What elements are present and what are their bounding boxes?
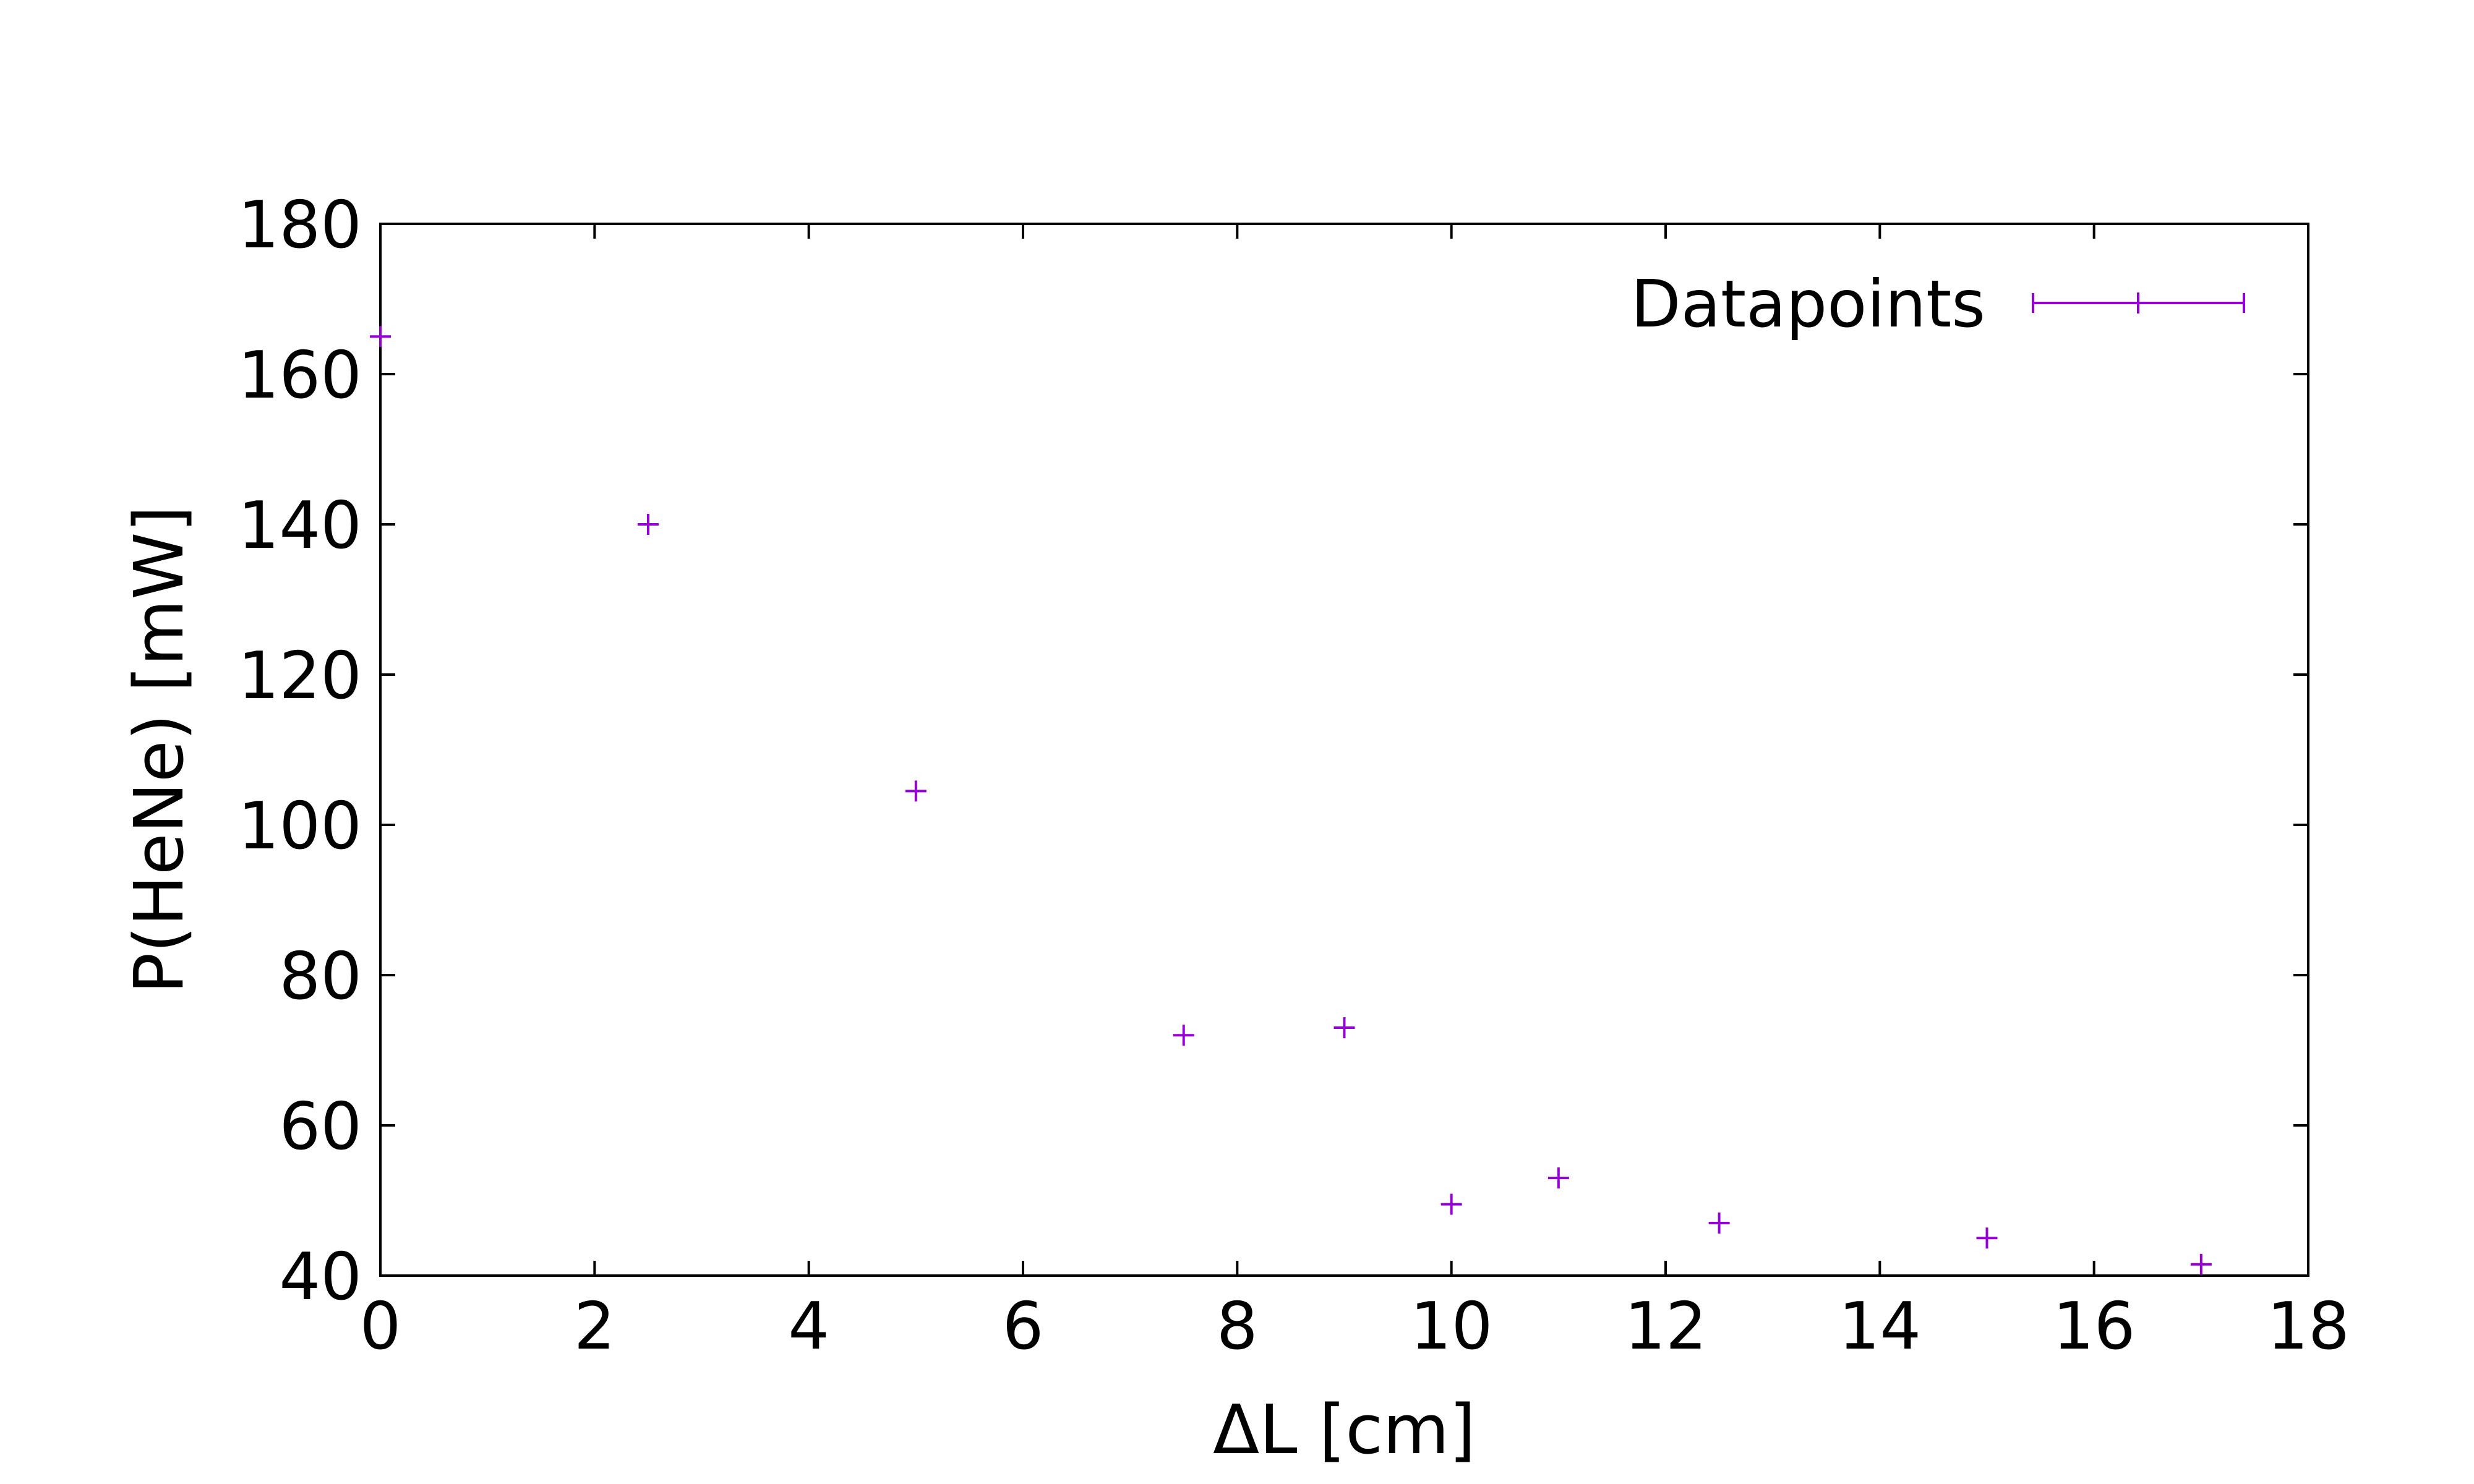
x-tick-label: 6: [1003, 1289, 1044, 1364]
data-series: [370, 326, 2212, 1275]
data-point: [370, 326, 391, 348]
y-tick-label: 120: [238, 638, 362, 714]
legend: Datapoints: [1631, 267, 2245, 342]
x-tick-label: 0: [360, 1289, 401, 1364]
data-point: [1440, 1193, 1462, 1215]
data-point: [905, 780, 927, 802]
y-axis: 40 60 80 100 120 140 160 180: [238, 187, 2308, 1315]
x-axis: 0 2 4 6 8 10 12 14 16 18: [360, 224, 2350, 1364]
x-tick-label: 18: [2267, 1289, 2350, 1364]
y-axis-label: P(HeNe) [mW]: [119, 506, 199, 994]
y-tick-label: 60: [279, 1089, 362, 1164]
data-point: [1547, 1167, 1569, 1189]
x-tick-label: 16: [2053, 1289, 2136, 1364]
y-tick-label: 80: [279, 939, 362, 1014]
legend-symbol: [2032, 292, 2245, 313]
data-point: [1173, 1025, 1194, 1046]
plot-frame: [379, 223, 2309, 1277]
x-tick-label: 12: [1624, 1289, 1707, 1364]
x-tick-label: 8: [1217, 1289, 1258, 1364]
y-tick-label: 140: [238, 488, 362, 563]
y-tick-label: 40: [279, 1239, 362, 1315]
data-point: [1976, 1227, 1998, 1249]
y-tick-label: 100: [238, 788, 362, 864]
data-point: [1333, 1017, 1355, 1039]
data-point: [637, 514, 659, 535]
x-tick-label: 2: [574, 1289, 615, 1364]
y-tick-label: 160: [238, 338, 362, 413]
x-tick-label: 4: [788, 1289, 829, 1364]
y-tick-label: 180: [238, 187, 362, 263]
x-tick-label: 14: [1839, 1289, 1922, 1364]
data-point: [2190, 1253, 2212, 1275]
legend-label: Datapoints: [1631, 267, 1985, 342]
data-point: [1708, 1212, 1730, 1234]
x-axis-label: ΔL [cm]: [1213, 1390, 1476, 1469]
x-tick-label: 10: [1410, 1289, 1493, 1364]
